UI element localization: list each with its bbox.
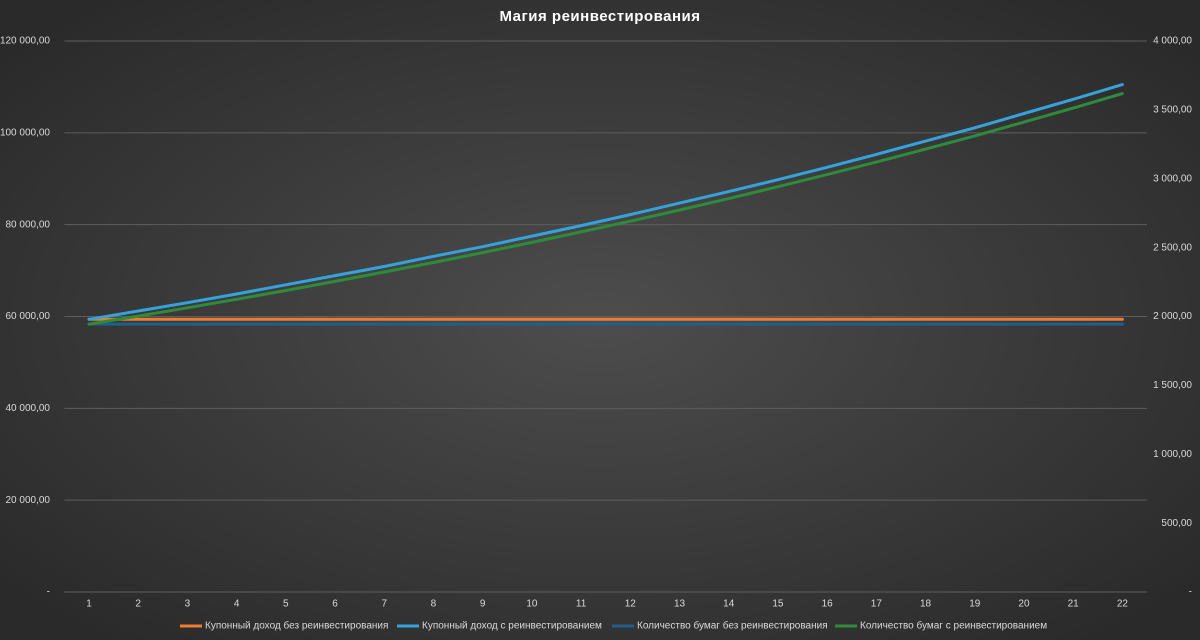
series-line (87, 92, 1124, 326)
x-tick-label: 21 (1068, 599, 1080, 610)
chart-title: Магия реинвестирования (500, 8, 701, 25)
y2-tick-label: 3 500,00 (1153, 105, 1192, 116)
x-tick-label: 22 (1117, 599, 1129, 610)
y2-tick-label: - (1189, 587, 1192, 598)
legend-label: Купонный доход с реинвестированием (422, 621, 602, 632)
y-tick-label: - (47, 587, 50, 598)
x-tick-label: 12 (625, 599, 637, 610)
x-tick-label: 6 (332, 599, 338, 610)
y-tick-label: 40 000,00 (6, 403, 51, 414)
y-tick-label: 120 000,00 (0, 36, 50, 47)
x-tick-label: 15 (772, 599, 784, 610)
x-tick-label: 18 (920, 599, 932, 610)
x-tick-label: 13 (674, 599, 686, 610)
x-tick-label: 2 (135, 599, 141, 610)
x-tick-label: 5 (283, 599, 289, 610)
y2-tick-label: 2 500,00 (1153, 242, 1192, 253)
y-tick-label: 80 000,00 (6, 219, 51, 230)
legend-label: Купонный доход без реинвестирования (205, 620, 388, 632)
y2-tick-label: 2 000,00 (1153, 311, 1192, 322)
x-tick-label: 4 (234, 599, 240, 610)
y2-tick-label: 1 500,00 (1153, 380, 1192, 391)
x-tick-label: 7 (381, 599, 387, 610)
x-tick-label: 19 (969, 599, 981, 610)
x-tick-label: 20 (1018, 599, 1030, 610)
legend-label: Количество бумаг с реинвестированием (860, 620, 1047, 632)
x-tick-label: 3 (185, 599, 191, 610)
series-line (87, 83, 1124, 321)
x-tick-label: 10 (526, 599, 538, 610)
x-tick-label: 16 (822, 599, 834, 610)
y-tick-label: 60 000,00 (6, 311, 51, 322)
y-tick-label: 100 000,00 (0, 127, 50, 138)
y2-tick-label: 4 000,00 (1153, 36, 1192, 47)
y2-tick-label: 3 000,00 (1153, 173, 1192, 184)
legend-label: Количество бумаг без реинвестирования (637, 620, 828, 632)
x-tick-label: 14 (723, 599, 735, 610)
y2-tick-label: 1 000,00 (1153, 449, 1192, 460)
y2-tick-label: 500,00 (1161, 518, 1192, 529)
x-tick-label: 9 (480, 599, 486, 610)
y-tick-label: 20 000,00 (6, 495, 51, 506)
x-tick-label: 8 (431, 599, 437, 610)
x-tick-label: 11 (576, 599, 587, 610)
x-tick-label: 1 (86, 599, 92, 610)
x-tick-label: 17 (871, 599, 883, 610)
